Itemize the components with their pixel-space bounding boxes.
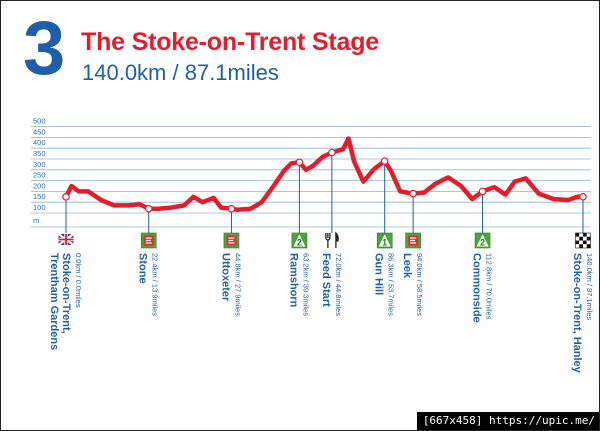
finish-flag-square [583,244,587,248]
y-tick-label-450: 450 [33,127,46,136]
finish-flag-square [583,240,587,245]
finish-flag-square [579,240,583,245]
finish-flag-border [575,232,591,249]
marker-dot [62,193,70,201]
sprint-icon-glyph [145,237,152,244]
grid-layer [31,126,591,228]
finish-flag-square [579,244,583,248]
marker-label: 0.0km / 0.0milesStoke-on-Trent,Trentham … [48,253,83,350]
climb-icon-number: 2 [297,238,302,248]
marker-dot [295,158,304,167]
sprint-icon-glyph [410,237,417,244]
marker-icons: 2 1 2 [57,231,591,249]
y-tick-label-200: 200 [33,181,46,190]
sprint-icon [405,232,421,249]
marker-distance: 140.0km / 87.1miles [585,253,594,320]
y-tick-label-500: 500 [33,117,46,126]
marker-name: Uttoxeter [219,253,231,302]
marker-dots [62,148,587,213]
finish-flag-square [586,236,591,241]
marker-name: Gun Hill [373,253,385,295]
y-unit-label: m [33,216,39,225]
marker-distance: 112.8km / 70.0miles [485,253,494,320]
marker-stems [65,152,584,233]
marker-name: Feed Start [320,253,332,307]
finish-flag-square [586,240,591,245]
finish-flag-square [579,236,583,241]
y-tick-label-350: 350 [33,149,46,158]
marker-dot [380,157,389,165]
profile-line-layer [63,136,586,213]
marker-dot [144,204,153,213]
marker-distance: 44.8km / 27.9miles [233,253,242,316]
y-tick-label-100: 100 [33,203,46,212]
marker-distance: 72.0km / 44.8miles [334,253,343,316]
climb-cat-2-icon: 2 [474,232,491,249]
marker-labels: 0.0km / 0.0milesStoke-on-Trent,Trentham … [48,253,594,374]
marker-name: Stone [137,253,149,284]
y-tick-label-300: 300 [33,160,46,169]
finish-flag-square [575,233,580,237]
sprint-icon [140,232,157,249]
climb-icon-mountain [476,234,489,247]
sprint-icon [223,232,240,249]
climb-icon-mountain [378,234,391,247]
finish-flag-icon [575,232,591,249]
finish-flag-square [586,233,591,237]
knife-icon [335,231,339,248]
stage-title: The Stoke-on-Trent Stage [81,28,380,56]
marker-distance: 22.4km / 13.9miles [151,253,160,316]
start-flag-cross-red [58,234,74,245]
marker-dot [227,204,236,213]
marker-distance: 86.3km / 53.7miles [387,253,396,316]
y-tick-label-150: 150 [33,192,46,201]
climb-cat-2-icon: 2 [291,232,308,249]
y-tick-label-250: 250 [33,171,46,180]
finish-flag-square [586,244,591,248]
sprint-icon-glyph [228,237,235,244]
marker-name: Ramshorn [287,253,299,308]
y-tick-label-400: 400 [33,138,46,147]
climb-icon-number: 1 [382,238,387,248]
stage-number: 3 [23,6,66,91]
marker-name: Commonside [471,253,483,323]
finish-flag-square [583,236,587,241]
marker-name: Stoke-on-Trent, [60,253,72,334]
marker-distance: 0.0km / 0.0miles [74,253,83,308]
start-flag-icon [57,233,75,246]
climb-icon-number: 2 [480,238,485,248]
marker-dot [409,189,417,198]
finish-flag-square [583,233,587,237]
stage-distance: 140.0km / 87.1miles [82,60,279,85]
finish-flag-square [575,244,580,248]
feed-station-icon [325,231,339,248]
watermark: [667x458] https://upic.me/ [416,412,599,430]
marker-dot [328,148,336,157]
climb-icon-mountain [293,234,306,247]
fork-icon [325,233,331,248]
marker-dot [579,193,587,201]
marker-name: Trentham Gardens [48,253,60,350]
climb-cat-1-icon: 1 [376,232,393,249]
marker-name: Leek [401,253,413,279]
marker-distance: 63.2km / 39.3miles [301,253,310,316]
finish-flag-square [575,240,580,245]
finish-flag-square [579,233,583,237]
marker-name: Stoke-on-Trent, Hanley [571,253,583,374]
profile-line [63,136,586,213]
marker-dot [478,187,487,196]
marker-distance: 94.0km / 58.5miles [415,253,424,316]
finish-flag-square [575,236,580,241]
